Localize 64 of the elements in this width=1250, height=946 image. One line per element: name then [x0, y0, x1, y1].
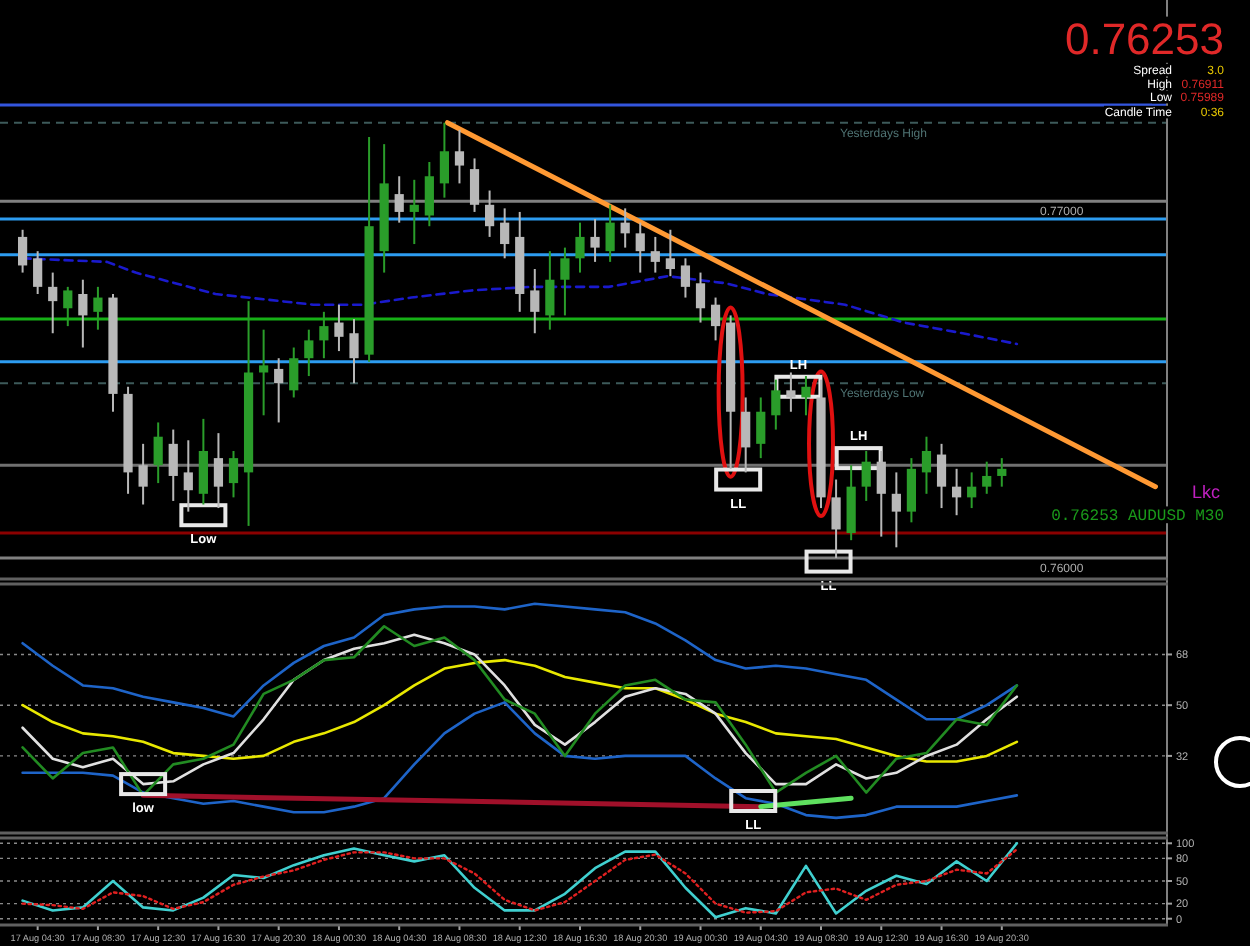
candlestick [304, 328, 314, 378]
candlestick [454, 128, 465, 185]
candlestick [936, 442, 947, 510]
candlestick [334, 303, 344, 353]
candlestick [33, 250, 43, 295]
line-series [21, 658, 1019, 763]
candlestick [590, 218, 600, 263]
candlestick [439, 121, 450, 199]
line-series [21, 602, 1019, 721]
candlestick [409, 178, 419, 246]
candlestick [78, 278, 88, 349]
annotation: 0.76253 AUDUSD M30 [1051, 508, 1225, 526]
candlestick [93, 285, 103, 331]
candlestick [485, 189, 495, 238]
candlestick [153, 421, 163, 485]
candlestick [500, 207, 510, 260]
candlestick [63, 285, 73, 328]
candlestick [394, 175, 404, 224]
candlestick [650, 235, 660, 274]
candlestick [861, 449, 871, 502]
candlestick [756, 396, 766, 460]
candlestick [545, 250, 555, 331]
candlestick [274, 357, 284, 424]
line-series [21, 701, 1019, 820]
candlestick [530, 268, 540, 335]
candlestick [741, 396, 751, 474]
text: Lkc [1191, 482, 1221, 502]
candlestick [469, 157, 480, 213]
candlestick [982, 460, 992, 495]
candlestick [198, 417, 208, 506]
candlestick [846, 464, 856, 542]
candlestick [665, 228, 675, 278]
candlestick [891, 471, 901, 549]
candlestick [349, 317, 359, 385]
candlestick [138, 442, 148, 506]
candlestick [560, 246, 570, 317]
candlestick [680, 257, 691, 299]
candlestick [710, 296, 721, 342]
candlestick [952, 467, 962, 517]
candlestick [424, 160, 434, 228]
candlestick [319, 310, 329, 360]
candlestick [228, 449, 239, 499]
candlestick [168, 428, 178, 502]
candlestick [605, 203, 615, 263]
candlestick [289, 346, 299, 399]
candlestick [831, 478, 841, 560]
annotation: 0.76253 [1064, 14, 1224, 64]
candlestick [906, 457, 917, 524]
candlestick [183, 439, 193, 513]
candlestick [18, 228, 28, 274]
candlestick [213, 432, 224, 510]
candlestick [695, 271, 706, 324]
candlestick [786, 371, 796, 413]
candlestick [48, 271, 58, 335]
candlestick [801, 375, 811, 417]
candlestick [771, 378, 781, 431]
candlestick [620, 207, 630, 249]
candlestick [997, 457, 1007, 488]
candlestick [921, 435, 932, 495]
candlestick [876, 449, 886, 538]
candlestick [635, 221, 645, 274]
candlestick [967, 471, 977, 510]
candlestick [575, 221, 585, 274]
candlestick [259, 328, 269, 417]
